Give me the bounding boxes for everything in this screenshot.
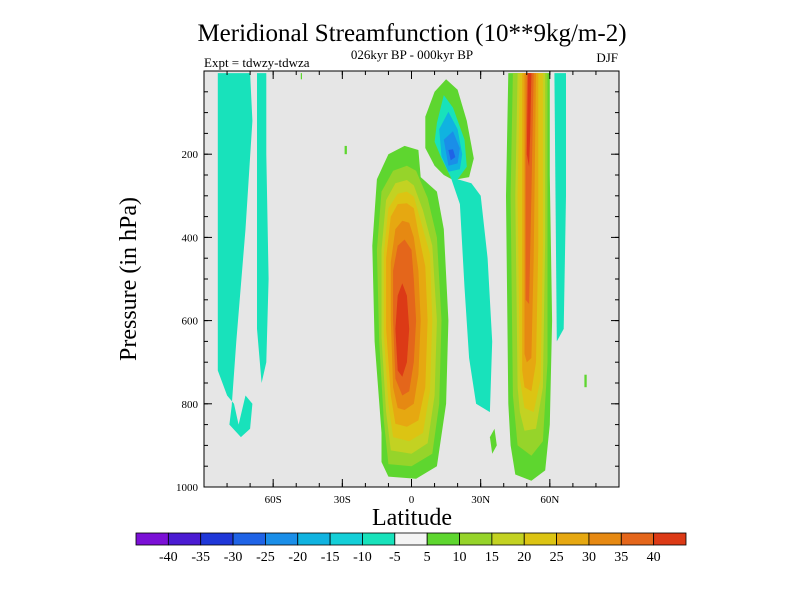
colorbar-swatch: [523, 532, 557, 546]
colorbar-swatch: [394, 532, 428, 546]
contour-region: [448, 149, 456, 161]
x-tick-label: 60N: [540, 494, 559, 506]
colorbar-swatch: [297, 532, 331, 546]
colorbar-label: -15: [321, 550, 340, 565]
contour-region: [344, 145, 347, 155]
colorbar-label: -20: [288, 550, 307, 565]
experiment-label: Expt = tdwzy-tdwza: [204, 55, 310, 70]
chart-subtitle: 026kyr BP - 000kyr BP: [351, 47, 473, 62]
chart-title: Meridional Streamfunction (10**9kg/m-2): [197, 20, 626, 47]
colorbar-swatch: [135, 532, 169, 546]
colorbar-swatch: [556, 532, 590, 546]
colorbar-swatch: [426, 532, 460, 546]
colorbar-label: 25: [550, 550, 564, 565]
contour-region: [584, 374, 587, 388]
x-axis-title: Latitude: [372, 505, 452, 531]
y-tick-label: 600: [182, 316, 199, 328]
contour-region: [526, 73, 532, 167]
colorbar-label: 30: [582, 550, 596, 565]
colorbar-swatch: [362, 532, 396, 546]
colorbar-swatch: [491, 532, 525, 546]
colorbar-swatch: [653, 532, 687, 546]
colorbar-label: -10: [353, 550, 372, 565]
contour-region: [217, 73, 253, 438]
colorbar-label: 5: [424, 550, 431, 565]
x-axis-ticks: 60S 30S 0 30N 60N: [265, 71, 559, 506]
colorbar-label: -25: [256, 550, 275, 565]
colorbar: -40 -35 -30 -25 -20 -15 -10 -5 5 10 15 20 25 30 35 40: [135, 532, 687, 565]
x-tick-label: 60S: [265, 494, 282, 506]
x-tick-label: 30N: [471, 494, 490, 506]
colorbar-swatch: [588, 532, 622, 546]
colorbar-label: 35: [614, 550, 628, 565]
colorbar-swatch: [200, 532, 234, 546]
colorbar-label: 20: [517, 550, 531, 565]
y-axis-ticks: 200 400 600 800 1000: [176, 149, 619, 494]
colorbar-swatch: [329, 532, 363, 546]
contour-region: [257, 73, 269, 383]
y-tick-label: 1000: [176, 482, 199, 494]
y-tick-label: 400: [182, 232, 199, 244]
colorbar-label: -40: [159, 550, 178, 565]
y-tick-label: 800: [182, 399, 199, 411]
colorbar-swatch: [167, 532, 202, 546]
season-label: DJF: [596, 50, 618, 65]
colorbar-swatch: [459, 532, 493, 546]
contour-region: [443, 131, 460, 166]
colorbar-label: 10: [453, 550, 467, 565]
colorbar-swatch: [265, 532, 299, 546]
colorbar-label: -35: [191, 550, 210, 565]
contour-region: [554, 73, 566, 342]
contour-fills: [217, 73, 587, 481]
contour-region: [489, 428, 497, 454]
contour-region: [395, 283, 410, 377]
contour-region: [434, 95, 493, 413]
colorbar-label: -30: [224, 550, 243, 565]
y-axis-title: Pressure (in hPa): [116, 197, 142, 361]
colorbar-label: 40: [647, 550, 661, 565]
contour-region: [300, 73, 302, 80]
colorbar-swatch: [232, 532, 266, 546]
colorbar-label: -5: [389, 550, 401, 565]
colorbar-label: 15: [485, 550, 499, 565]
colorbar-swatch: [620, 532, 655, 546]
y-tick-label: 200: [182, 149, 199, 161]
x-tick-label: 0: [409, 494, 415, 506]
x-tick-label: 30S: [334, 494, 351, 506]
